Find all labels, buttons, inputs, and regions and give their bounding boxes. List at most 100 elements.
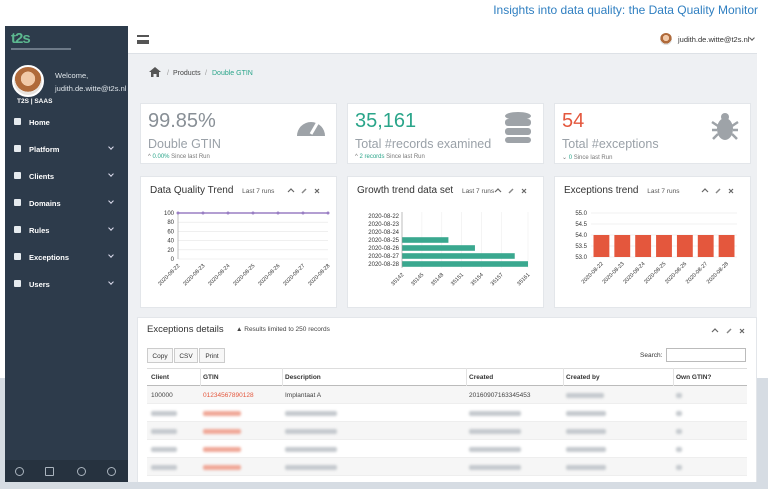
collapse-icon — [494, 188, 502, 193]
kpi-icon — [711, 113, 739, 140]
close-icon — [728, 188, 734, 194]
breadcrumb[interactable]: Products — [173, 70, 201, 77]
chevron — [108, 279, 114, 285]
x-tick-label: 2020-08-22 — [157, 263, 181, 287]
point — [301, 211, 305, 215]
table-card: Exceptions details ▲ Results limited to 2… — [137, 317, 757, 482]
kpi-label: Double GTIN — [148, 137, 221, 151]
sidebar-footer — [5, 460, 128, 482]
y-tick-label: 54.0 — [575, 233, 587, 239]
settings-icon — [508, 188, 514, 194]
table-button[interactable]: Print — [199, 348, 225, 363]
chart-title: Data Quality Trend Last 7 runs — [150, 185, 274, 196]
column-divider — [282, 368, 283, 386]
menu-item[interactable]: Clients — [5, 167, 128, 187]
search-input[interactable] — [666, 348, 746, 362]
bar — [676, 235, 693, 257]
blurred-cell — [469, 465, 521, 470]
menu-label: Home — [29, 118, 50, 127]
cell: 20160907163345453 — [469, 392, 531, 399]
blurred-cell — [203, 429, 241, 434]
column-header[interactable]: Created by — [566, 374, 600, 381]
blurred-cell — [566, 465, 606, 470]
x-tick-label: 2020-08-26 — [257, 263, 281, 287]
menu-item[interactable]: Exceptions — [5, 248, 128, 268]
menu-item[interactable]: Platform — [5, 140, 128, 160]
y-tick-label: 2020-08-22 — [368, 214, 399, 220]
menu-item[interactable]: Rules — [5, 221, 128, 241]
kpi-icon — [297, 121, 325, 136]
breadcrumb: Double GTIN — [212, 70, 253, 77]
menu-icon — [14, 253, 21, 260]
chevron — [108, 144, 114, 150]
blurred-cell — [566, 447, 606, 452]
point — [326, 211, 330, 215]
home-icon[interactable] — [149, 67, 161, 77]
table-button[interactable]: Copy — [147, 348, 173, 363]
table-button[interactable]: CSV — [174, 348, 198, 363]
blurred-cell — [676, 429, 682, 434]
x-tick-label: 35151 — [450, 272, 465, 287]
close-icon — [314, 188, 320, 194]
x-tick-label: 2020-08-28 — [706, 261, 730, 285]
blurred-cell — [285, 411, 337, 416]
x-tick-label: 35161 — [516, 272, 531, 287]
blurred-cell — [285, 447, 337, 452]
menu-item[interactable]: Users — [5, 275, 128, 295]
table-title: Exceptions details — [147, 324, 224, 335]
menu-label: Rules — [29, 226, 50, 235]
chart-title-text: Data Quality Trend — [150, 185, 234, 196]
change-value: 2 records — [359, 154, 385, 160]
column-divider — [466, 368, 467, 386]
x-tick-label: 35157 — [490, 272, 505, 287]
blurred-cell — [676, 447, 682, 452]
user-menu[interactable]: judith.de.witte@t2s.nl — [678, 35, 750, 44]
y-tick-label: 40 — [167, 239, 174, 245]
x-tick-label: 2020-08-23 — [182, 263, 206, 287]
kpi-icon — [505, 112, 531, 143]
menu-label: Users — [29, 280, 50, 289]
x-tick-label: 35148 — [430, 272, 445, 287]
welcome: Welcome, — [55, 71, 89, 80]
chart: 53.053.554.054.555.02020-08-222020-08-23… — [575, 188, 737, 285]
cell: 01234567890128 — [203, 392, 254, 399]
table-row — [147, 458, 747, 476]
collapse-icon — [701, 188, 709, 193]
column-header[interactable]: GTIN — [203, 374, 219, 381]
menu-icon — [14, 172, 21, 179]
blurred-cell — [151, 411, 177, 416]
kpi-card: 99.85% Double GTIN ^ 0.00% Since last Run — [140, 103, 337, 164]
blurred-cell — [203, 411, 241, 416]
avatar — [660, 33, 672, 45]
chevron — [108, 171, 114, 177]
menu-item[interactable]: Home — [5, 113, 128, 133]
column-header[interactable]: Created — [469, 374, 494, 381]
point — [176, 211, 180, 215]
cell: Implantaat A — [285, 392, 322, 399]
table-row — [147, 440, 747, 458]
menu-toggle[interactable] — [137, 35, 149, 44]
menu-label: Exceptions — [29, 253, 70, 262]
tagline — [11, 48, 71, 50]
change-value: 0 — [568, 155, 573, 161]
bar — [656, 235, 672, 257]
blurred-cell — [203, 465, 241, 470]
menu-item[interactable]: Domains — [5, 194, 128, 214]
bar — [635, 235, 652, 257]
column-header[interactable]: Client — [151, 374, 170, 381]
x-tick-label: 35154 — [470, 272, 485, 287]
y-tick-label: 55.0 — [575, 211, 587, 217]
point — [251, 211, 255, 215]
x-tick-label: 2020-08-24 — [207, 263, 231, 287]
bar — [402, 237, 449, 243]
y-tick-label: 0 — [171, 257, 175, 263]
column-header[interactable]: Description — [285, 374, 321, 381]
bar — [402, 253, 515, 259]
sidebar: t2s Welcome, judith.de.witte@t2s.nl T2S … — [5, 26, 128, 482]
kpi-card: 54 Total #exceptions ⌄ 0 Since last Run — [554, 103, 751, 164]
column-header[interactable]: Own GTIN? — [676, 374, 712, 381]
table-row — [147, 422, 747, 440]
blurred-cell — [676, 465, 682, 470]
change-text: Since last Run — [386, 154, 425, 160]
